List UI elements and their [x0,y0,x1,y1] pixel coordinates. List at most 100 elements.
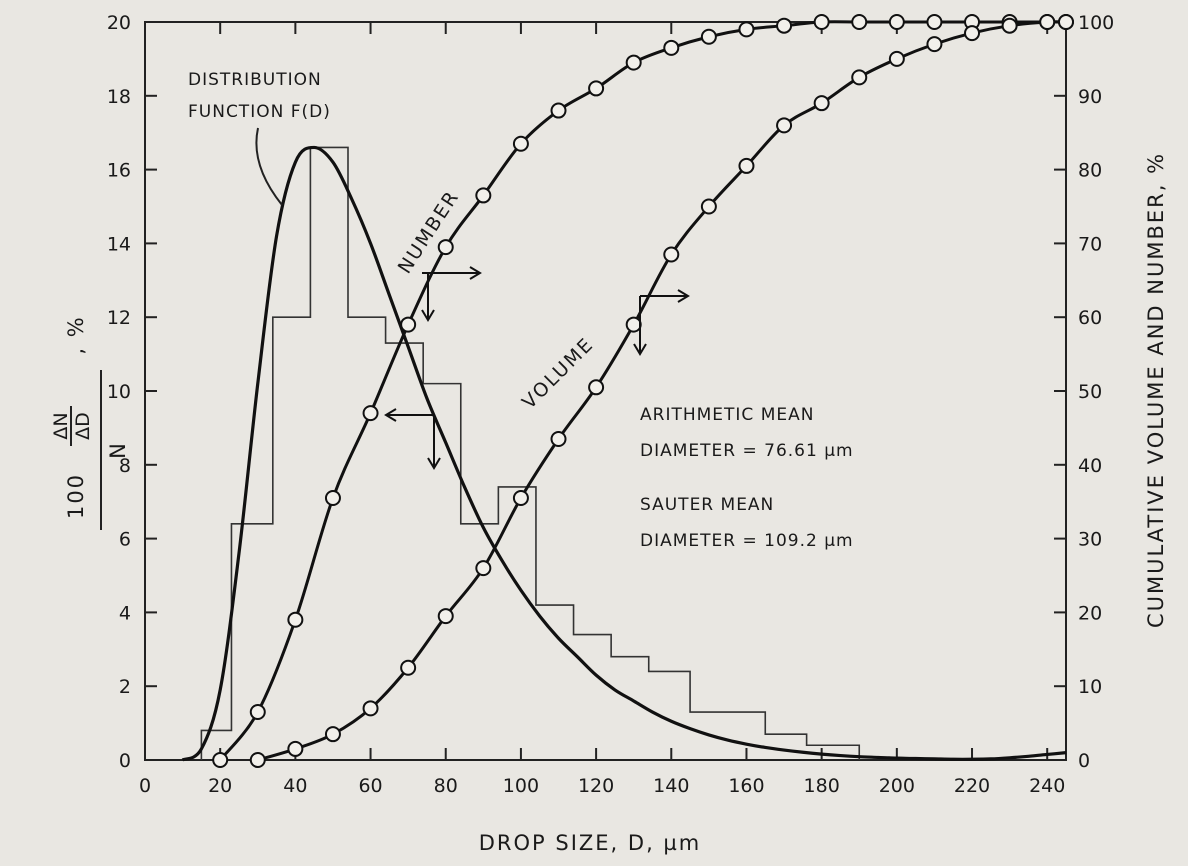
y-left-tick-label: 4 [119,602,131,624]
series-volume-point [437,608,454,625]
y-left-tick-label: 18 [107,86,131,108]
series-number-point [475,187,492,204]
series-number-point [362,405,379,422]
y-right-tick-label: 90 [1078,86,1102,108]
series-volume-point [1039,14,1056,30]
histogram-bar [690,712,765,760]
series-number-point [550,102,567,119]
y-left-title-unit: , % [64,315,88,354]
series-number-point [249,704,266,721]
y-left-tick-label: 16 [107,160,131,182]
annotation-dist-line1: DISTRIBUTION [188,70,322,90]
x-tick-label: 80 [434,775,458,797]
series-volume-point [888,50,905,67]
arrow-distribution-left [384,408,441,470]
y-left-title-num: ΔN [50,412,72,439]
y-left-title-100: 100 [64,473,88,519]
histogram-bar [310,147,348,760]
histogram-layer [200,146,861,760]
y-right-tick-label: 70 [1078,233,1102,255]
x-tick-label: 20 [208,775,232,797]
histogram-bar [536,605,574,760]
y-left-tick-label: 10 [107,381,131,403]
series-volume-point [851,69,868,86]
histogram-bar [386,343,424,760]
y-right-axis-title: CUMULATIVE VOLUME AND NUMBER, % [1144,152,1168,628]
series-number-point [700,28,717,45]
series-number-line [219,20,1066,761]
series-volume-point [512,490,529,507]
x-tick-label: 200 [879,775,915,797]
series-volume-point [287,740,304,757]
series-number-point [287,611,304,628]
annotation-arithmetic-mean: ARITHMETIC MEAN DIAMETER = 76.61 µm [640,405,854,461]
annotation-amean-line2: DIAMETER = 76.61 µm [640,441,854,461]
series-volume-point [475,560,492,577]
annotation-distribution: DISTRIBUTION FUNCTION F(D) [188,70,331,206]
y-left-axis-title: 100 ΔN ΔD N , % [50,315,130,530]
histogram-bar [574,635,612,760]
series-label-number: NUMBER [394,186,464,277]
series-number-point [776,17,793,34]
series-number-point [738,21,755,38]
histogram-bar [423,384,461,760]
y-right-tick-label: 0 [1078,750,1090,772]
series-volume-point [1001,17,1018,34]
series-volume-point [776,117,793,134]
y-right-tick-label: 40 [1078,455,1102,477]
annotation-sauter-mean: SAUTER MEAN DIAMETER = 109.2 µm [640,495,854,551]
series-volume-point [362,700,379,717]
series-number-point [212,752,229,768]
x-tick-label: 0 [139,775,151,797]
x-tick-label: 40 [283,775,307,797]
series-volume-point [324,726,341,743]
histogram-bar [348,317,386,760]
x-tick-label: 160 [728,775,764,797]
y-left-tick-label: 14 [107,233,131,255]
series-volume-point [1058,14,1074,30]
series-volume-point [964,25,981,42]
y-right-tick-label: 100 [1078,12,1114,34]
series-volume-point [400,659,417,676]
arrows-layer [384,266,690,470]
annotation-dist-line2: FUNCTION F(D) [188,102,331,122]
ticks-layer: 0 20 40 60 80 100 120 140 160 180 200 220 2400246810… [107,12,1114,797]
arrow-volume-right [633,289,690,356]
histogram-outline [200,146,861,760]
series-number-point [813,14,830,30]
y-left-tick-label: 20 [107,12,131,34]
series-number-point [926,14,943,30]
x-tick-label: 100 [503,775,539,797]
series-number-point [437,239,454,256]
annotation-smean-line1: SAUTER MEAN [640,495,774,515]
series-number-point [400,316,417,333]
y-right-tick-label: 50 [1078,381,1102,403]
series-number-point [588,80,605,97]
annotation-dist-pointer [255,127,283,206]
arrow-number-right [421,266,482,322]
histogram-bar [273,317,311,760]
series-volume-point [550,430,567,447]
series-number-point [663,39,680,56]
y-left-tick-label: 2 [119,676,131,698]
series-number-point [888,14,905,30]
series-volume-point [249,752,266,768]
y-left-title-den: ΔD [72,412,94,440]
series-volume-point [700,198,717,215]
y-left-tick-label: 8 [119,455,131,477]
series-number-point [512,135,529,152]
x-tick-label: 60 [358,775,382,797]
x-tick-label: 240 [1029,775,1065,797]
y-right-tick-label: 80 [1078,160,1102,182]
y-right-tick-label: 10 [1078,676,1102,698]
x-axis-title: DROP SIZE, D, µm [479,831,702,855]
annotation-smean-line2: DIAMETER = 109.2 µm [640,531,854,551]
series-volume-point [663,246,680,263]
y-left-tick-label: 6 [119,529,131,551]
x-tick-label: 120 [578,775,614,797]
series-volume-point [926,36,943,53]
series-volume-point [625,316,642,333]
series-volume-point [813,95,830,112]
x-tick-label: 180 [804,775,840,797]
